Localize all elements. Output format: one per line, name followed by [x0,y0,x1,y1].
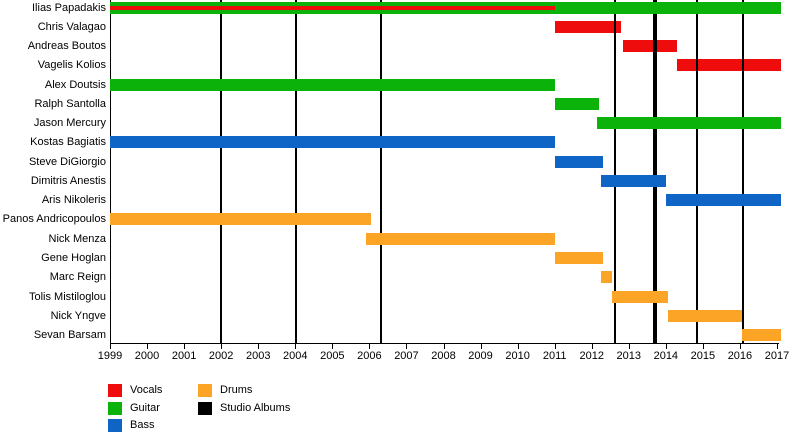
studio-album-line [613,0,616,343]
bar-vocals [676,59,781,72]
year-label: 2001 [171,350,197,362]
legend-swatch-guitar [108,401,122,415]
bar-drums [365,232,555,245]
legend-label-bass: Bass [130,419,155,431]
legend-swatch-bass [108,419,122,432]
member-label: Tolis Mistiloglou [28,290,106,303]
bar-guitar [110,78,555,91]
member-label: Jason Mercury [33,117,106,130]
year-tick [628,343,630,349]
year-tick [295,343,297,349]
studio-album-line [695,0,698,343]
year-label: 2012 [579,350,604,362]
bar-vocals [554,20,622,33]
member-label: Aris Nikoleris [41,194,106,207]
year-tick [369,343,371,349]
legend-swatch-drums [198,384,212,397]
bar-bass [554,155,603,168]
year-tick [702,343,704,349]
bar-bass [110,136,555,149]
legend-label-vocals: Vocals [130,384,163,396]
member-label: Marc Reign [49,271,106,284]
member-label: Vagelis Kolios [37,59,106,72]
legend-label-guitar: Guitar [130,401,160,414]
year-tick [184,343,186,349]
member-label: Nick Menza [48,232,106,245]
member-label: Nick Yngve [50,309,106,322]
bar-drums [741,329,781,342]
year-tick [480,343,482,349]
year-tick [443,343,445,349]
year-tick [221,343,223,349]
bar-vocals [623,40,677,53]
studio-album-line [295,0,298,343]
year-label: 2007 [394,350,419,362]
studio-album-line [741,0,744,343]
bar-drums [612,290,668,303]
year-label: 2004 [283,350,308,362]
year-tick [406,343,408,349]
member-label: Alex Doutsis [44,78,106,91]
year-label: 2008 [431,350,456,362]
year-label: 2002 [208,350,234,362]
member-label: Andreas Boutos [27,40,106,53]
bar-guitar [554,97,600,110]
member-label: Kostas Bagiatis [30,136,106,149]
member-label: Steve DiGiorgio [28,155,106,168]
studio-album-line [220,0,223,343]
studio-album-line [653,0,658,343]
member-label: Sevan Barsam [33,329,106,342]
year-label: 2017 [764,350,790,362]
member-label: Panos Andricopoulos [2,213,106,226]
legend-label-drums: Drums [220,384,253,396]
year-tick [258,343,260,349]
year-label: 2009 [468,350,493,362]
year-label: 2006 [357,350,382,362]
year-label: 1999 [97,350,123,362]
year-label: 2005 [320,350,345,362]
bar-drums [600,271,613,284]
year-label: 2014 [653,350,679,362]
year-tick [591,343,593,349]
y-axis-line [110,0,111,343]
bar-bass [600,174,666,187]
stripe-vocals [110,5,555,10]
member-label: Ralph Santolla [34,97,106,110]
bar-guitar [597,117,781,130]
year-tick [665,343,667,349]
member-label: Dimitris Anestis [30,174,106,187]
year-label: 2000 [134,350,160,362]
bar-bass [665,194,781,207]
year-tick [739,343,741,349]
x-axis-line [110,343,779,344]
year-tick [517,343,519,349]
year-label: 2003 [245,350,271,362]
year-tick [332,343,334,349]
year-tick [554,343,556,349]
year-label: 2011 [542,350,567,362]
legend-label-albums: Studio Albums [220,401,291,414]
bar-drums [667,309,742,322]
member-label: Chris Valagao [37,20,106,33]
legend-swatch-vocals [108,384,122,397]
year-tick [777,343,778,349]
bar-drums [554,252,603,264]
year-tick [147,343,149,349]
year-tick [110,343,111,349]
year-label: 2015 [690,350,716,362]
member-label: Gene Hoglan [41,252,106,264]
year-label: 2013 [616,350,641,362]
legend-swatch-albums [198,401,212,415]
studio-album-line [379,0,382,343]
year-label: 2010 [505,350,530,362]
member-label: Ilias Papadakis [32,1,106,14]
year-label: 2016 [727,350,753,362]
bar-drums [110,213,372,226]
